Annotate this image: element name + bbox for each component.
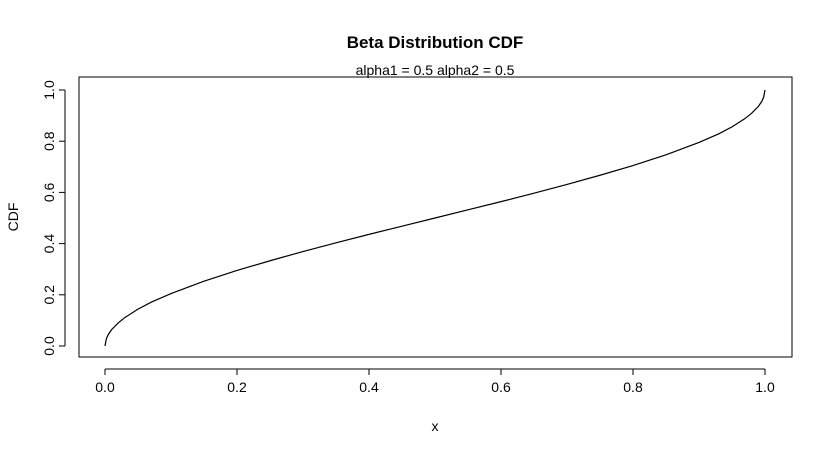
y-tick-label: 0.2 [41,285,57,305]
x-tick-label: 0.0 [95,379,115,395]
chart-subtitle: alpha1 = 0.5 alpha2 = 0.5 [356,62,515,78]
x-tick-label: 0.2 [227,379,247,395]
y-tick-label: 1.0 [41,80,57,100]
y-tick-label: 0.6 [41,182,57,202]
y-tick-label: 0.0 [41,336,57,356]
y-axis-label: CDF [5,203,21,232]
x-tick-label: 0.4 [359,379,379,395]
x-axis: 0.0 0.2 0.4 0.6 0.8 1.0 [95,368,775,395]
plot-area [78,76,793,358]
x-tick-label: 0.6 [491,379,511,395]
chart-title: Beta Distribution CDF [347,33,524,52]
y-tick-label: 0.4 [41,234,57,254]
y-axis: 0.0 0.2 0.4 0.6 0.8 1.0 [41,80,66,356]
x-tick-label: 0.8 [623,379,643,395]
x-axis-label: x [432,418,439,434]
y-tick-label: 0.8 [41,131,57,151]
cdf-series-line [104,89,766,347]
x-tick-label: 1.0 [755,379,775,395]
